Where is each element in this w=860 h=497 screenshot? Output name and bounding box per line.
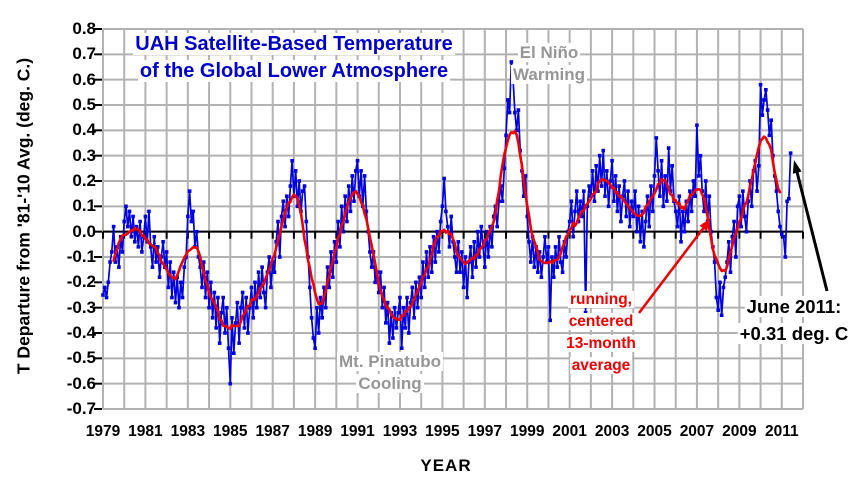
y-tick-label: 0.5 <box>72 95 96 114</box>
y-tick-label: -0.5 <box>66 348 96 368</box>
running-avg-line2: centered <box>566 313 636 330</box>
y-tick-label: 0.7 <box>72 44 96 64</box>
june-2011-value-annotation: June 2011: +0.31 deg. C <box>737 293 851 347</box>
x-tick-label: 2003 <box>594 423 630 440</box>
chart-title-line2: of the Global Lower Atmosphere <box>137 60 451 82</box>
pinatubo-line2: Cooling <box>356 374 424 393</box>
el-nino-line2: Warming <box>510 65 588 84</box>
x-tick-label: 1997 <box>467 423 503 440</box>
el-nino-warming-annotation: El Niño Warming <box>510 42 588 86</box>
y-tick-label: -0.6 <box>66 373 96 393</box>
x-tick-label: 2011 <box>764 423 799 440</box>
x-tick-label: 2009 <box>722 423 757 440</box>
y-axis-title: T Departure from '81-'10 Avg. (deg. C.) <box>13 57 34 375</box>
y-tick-label: 0.2 <box>72 171 96 190</box>
x-tick-label: 1991 <box>340 423 375 440</box>
y-tick-label: -0.1 <box>66 247 96 266</box>
y-tick-label: 0.3 <box>72 145 96 165</box>
x-tick-label: 1979 <box>85 423 121 440</box>
x-tick-label: 1999 <box>509 423 545 440</box>
pinatubo-line1: Mt. Pinatubo <box>337 352 443 371</box>
y-tick-label: -0.3 <box>66 297 96 317</box>
x-tick-label: 1995 <box>425 423 460 440</box>
x-tick-label: 1987 <box>255 423 290 440</box>
y-tick-label: 0.0 <box>72 221 96 241</box>
el-nino-line1: El Niño <box>517 43 581 62</box>
y-tick-label: 0.6 <box>72 69 96 89</box>
running-avg-line1: running, <box>568 291 634 308</box>
running-avg-line4: average <box>569 357 633 374</box>
chart-title-line1: UAH Satellite-Based Temperature <box>133 33 455 55</box>
x-tick-label: 2001 <box>552 423 587 440</box>
running-average-annotation: running, centered 13-month average <box>564 289 638 377</box>
x-tick-label: 1983 <box>170 423 206 440</box>
y-tick-label: -0.4 <box>66 323 96 342</box>
x-tick-label: 1993 <box>382 423 418 440</box>
x-axis-title: YEAR <box>420 456 472 475</box>
x-tick-label: 2007 <box>679 423 715 440</box>
chart-title: UAH Satellite-Based Temperature of the G… <box>118 31 470 85</box>
y-tick-label: -0.2 <box>66 272 96 292</box>
june-2011-line1: June 2011: <box>744 296 844 317</box>
running-avg-line3: 13-month <box>564 335 638 352</box>
x-tick-label: 1985 <box>213 423 248 440</box>
x-tick-label: 1981 <box>128 423 163 440</box>
y-tick-label: 0.4 <box>72 120 96 140</box>
x-tick-label: 1989 <box>297 423 333 440</box>
x-tick-label: 2005 <box>637 423 672 440</box>
y-tick-label: 0.1 <box>72 196 96 216</box>
pinatubo-cooling-annotation: Mt. Pinatubo Cooling <box>337 351 443 395</box>
june-2011-line2: +0.31 deg. C <box>737 323 851 344</box>
y-tick-label: -0.7 <box>66 399 96 418</box>
y-tick-label: 0.8 <box>72 19 96 38</box>
